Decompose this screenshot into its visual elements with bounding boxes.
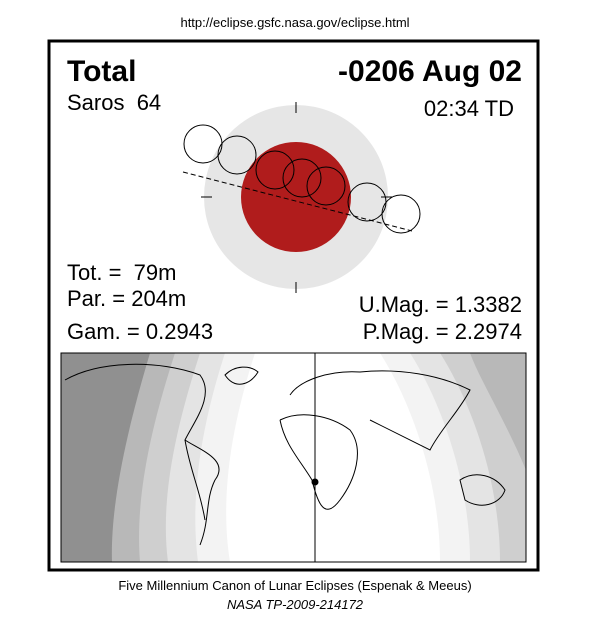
url: http://eclipse.gsfc.nasa.gov/eclipse.htm… [180,15,409,30]
saros: Saros 64 [67,90,161,115]
eclipse-type: Total [67,55,136,88]
time: 02:34 TD [424,96,514,121]
partial-duration: Par. = 204m [67,286,186,311]
visibility-map [60,352,527,563]
credit: Five Millennium Canon of Lunar Eclipses … [118,578,471,593]
moon-positions [183,124,421,234]
penumbral-magnitude: P.Mag. = 2.2974 [363,319,522,344]
axis-ticks [201,102,392,293]
umbra [241,142,351,252]
total-duration: Tot. = 79m [67,260,176,285]
eclipse-date: -0206 Aug 02 [338,55,522,88]
umbral-magnitude: U.Mag. = 1.3382 [359,292,522,317]
gamma: Gam. = 0.2943 [67,319,213,344]
publication: NASA TP-2009-214172 [227,597,364,612]
